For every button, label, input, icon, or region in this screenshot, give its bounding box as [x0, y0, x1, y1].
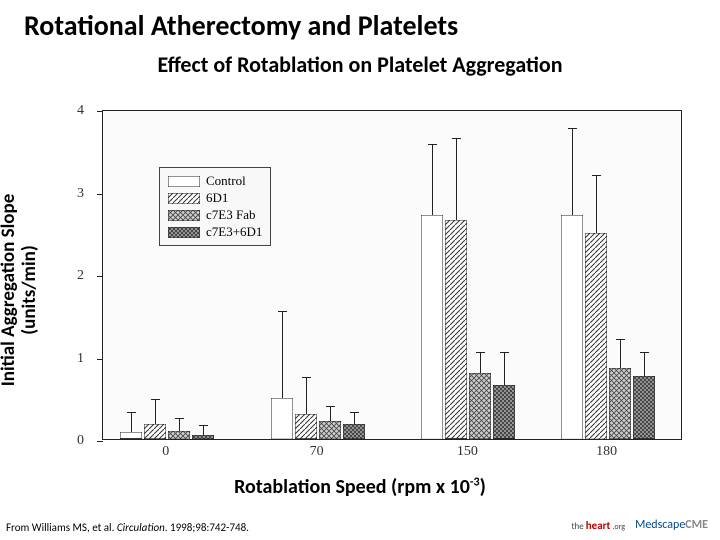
legend-item: 6D1: [168, 190, 262, 206]
legend-item: c7E3+6D1: [168, 224, 262, 240]
error-bar: [306, 377, 307, 414]
error-bar: [480, 352, 481, 373]
error-cap: [326, 406, 335, 407]
error-cap: [640, 352, 649, 353]
y-tick: [97, 194, 103, 195]
x-tick-label: 0: [162, 444, 169, 460]
error-bar: [330, 406, 331, 421]
bar: [609, 368, 631, 439]
error-cap: [476, 352, 485, 353]
x-tick-label: 150: [457, 444, 478, 460]
legend-label: c7E3+6D1: [206, 224, 262, 240]
citation: From Williams MS, et al. Circulation. 19…: [6, 521, 249, 534]
error-cap: [568, 128, 577, 129]
error-cap: [500, 352, 509, 353]
error-bar: [432, 144, 433, 214]
legend-label: 6D1: [206, 190, 228, 206]
error-bar: [203, 425, 204, 435]
error-bar: [354, 412, 355, 424]
bar: [168, 431, 190, 439]
error-cap: [452, 138, 461, 139]
error-bar: [596, 175, 597, 233]
bar: [120, 432, 142, 439]
y-tick-label: 4: [77, 103, 84, 119]
error-cap: [592, 175, 601, 176]
bar: [633, 376, 655, 439]
legend-item: Control: [168, 173, 262, 189]
bar: [421, 215, 443, 439]
y-tick: [97, 276, 103, 277]
error-bar: [456, 138, 457, 221]
y-tick-label: 3: [77, 186, 84, 202]
error-cap: [278, 311, 287, 312]
theheart-logo: theheart.org: [572, 519, 626, 532]
legend-swatch: [168, 227, 200, 238]
bar: [271, 398, 293, 439]
x-axis-label: Rotablation Speed (rpm x 10-3): [0, 475, 720, 499]
y-tick-label: 1: [77, 351, 84, 367]
y-tick: [97, 111, 103, 112]
bar: [493, 385, 515, 439]
bar: [144, 424, 166, 439]
bar: [295, 414, 317, 439]
bar: [469, 373, 491, 439]
chart-container: Initial Aggregation Slope(units/min) Con…: [30, 110, 690, 470]
legend-swatch: [168, 193, 200, 204]
error-cap: [616, 339, 625, 340]
bar: [585, 233, 607, 439]
error-bar: [282, 311, 283, 398]
error-cap: [175, 418, 184, 419]
bar: [445, 220, 467, 439]
bar: [192, 435, 214, 439]
error-bar: [131, 412, 132, 433]
error-bar: [644, 352, 645, 377]
bar: [343, 424, 365, 439]
x-tick-label: 70: [310, 444, 324, 460]
error-cap: [199, 425, 208, 426]
error-bar: [179, 418, 180, 430]
y-axis-label: Initial Aggregation Slope(units/min): [0, 130, 41, 450]
medscape-logo: MedscapeCME: [635, 518, 708, 532]
error-bar: [504, 352, 505, 385]
legend-label: Control: [206, 173, 246, 189]
error-cap: [428, 144, 437, 145]
logo-bar: theheart.org MedscapeCME: [572, 518, 708, 532]
y-tick: [97, 441, 103, 442]
y-tick-label: 0: [77, 433, 84, 449]
page-title: Rotational Atherectomy and Platelets: [0, 0, 720, 43]
error-bar: [620, 339, 621, 368]
bar: [319, 421, 341, 439]
legend-swatch: [168, 210, 200, 221]
error-cap: [350, 412, 359, 413]
legend: Control6D1c7E3 Fabc7E3+6D1: [159, 167, 271, 246]
x-tick-label: 180: [596, 444, 617, 460]
chart-title: Effect of Rotablation on Platelet Aggreg…: [0, 51, 720, 78]
bar: [561, 215, 583, 439]
y-tick: [97, 359, 103, 360]
error-cap: [151, 399, 160, 400]
error-cap: [302, 377, 311, 378]
error-bar: [572, 128, 573, 215]
legend-item: c7E3 Fab: [168, 207, 262, 223]
error-cap: [127, 412, 136, 413]
y-tick-label: 2: [77, 268, 84, 284]
legend-label: c7E3 Fab: [206, 207, 255, 223]
error-bar: [155, 399, 156, 424]
legend-swatch: [168, 176, 200, 187]
plot-area: Control6D1c7E3 Fabc7E3+6D1 01234: [102, 110, 682, 440]
